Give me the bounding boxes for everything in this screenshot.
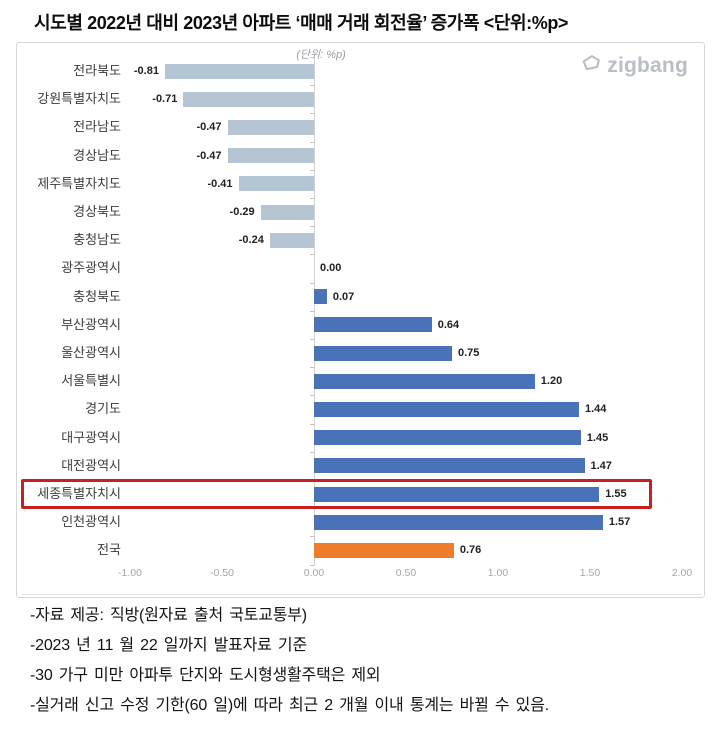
value-label: 0.75: [458, 347, 480, 359]
axis-tick-mark: [310, 113, 315, 115]
axis-tick-mark: [310, 564, 315, 566]
x-axis-tick-label: -1.00: [118, 567, 142, 579]
category-label: 충청북도: [73, 288, 121, 304]
category-label: 부산광역시: [61, 316, 121, 332]
category-label: 광주광역시: [61, 260, 121, 276]
category-label: 경기도: [85, 401, 121, 417]
bar: [227, 120, 314, 135]
axis-tick-mark: [310, 254, 315, 256]
value-label: -0.41: [207, 177, 233, 190]
category-label: 경상북도: [73, 204, 121, 219]
category-label: 대구광역시: [61, 429, 121, 445]
value-label: -0.47: [196, 121, 222, 134]
value-label: -0.24: [238, 234, 264, 247]
bar: [227, 148, 314, 164]
category-label: 전국: [97, 542, 121, 558]
value-label: 1.55: [605, 488, 627, 500]
category-label: 울산광역시: [61, 345, 121, 360]
category-label: 제주특별자치도: [37, 175, 121, 191]
axis-tick-mark: [310, 339, 315, 340]
category-label: 서울특별시: [61, 373, 121, 389]
value-label: -0.29: [229, 206, 255, 218]
bar: [314, 317, 432, 333]
axis-line: [22, 594, 701, 595]
axis-tick-mark: [310, 141, 315, 143]
category-label: 전라남도: [73, 119, 121, 135]
axis-tick-mark: [310, 395, 315, 397]
value-label: 1.45: [586, 431, 609, 444]
bar: [314, 373, 535, 389]
value-label: -0.81: [133, 65, 159, 77]
value-label: 0.76: [459, 544, 482, 557]
value-label: 1.57: [608, 516, 631, 529]
axis-tick-mark: [310, 367, 315, 369]
bar-chart: 전라북도 -0.81 강원특별자치도 -0.71 전라남도 -0.47 경상남도 -0.47 제…: [17, 43, 704, 597]
axis-tick-mark: [310, 480, 315, 481]
value-label: 0.64: [437, 318, 460, 331]
axis-tick-mark: [310, 169, 315, 171]
category-label: 경상남도: [73, 147, 121, 163]
bar: [314, 430, 581, 446]
zigbang-icon: [580, 52, 602, 79]
value-label: 0.00: [320, 262, 342, 275]
category-label: 세종특별자치시: [37, 486, 121, 501]
axis-tick-mark: [310, 226, 315, 228]
value-label: 1.44: [584, 403, 607, 416]
bar: [314, 345, 452, 361]
bar: [314, 289, 327, 305]
value-label: -0.47: [196, 149, 222, 162]
x-axis-tick-label: 2.00: [671, 567, 693, 579]
axis-tick-mark: [310, 85, 315, 87]
x-axis-tick-label: 0.00: [303, 567, 325, 579]
category-label: 강원특별자치도: [37, 91, 121, 107]
value-label: 1.47: [590, 459, 612, 472]
value-label: -0.71: [152, 93, 178, 106]
bar: [260, 204, 314, 220]
x-axis-tick-label: 1.00: [487, 567, 509, 579]
axis-tick-mark: [310, 57, 315, 58]
footnote-line: -2023 년 11 월 22 일까지 발표자료 기준: [30, 637, 307, 654]
chart-card: (단위: %p) zigbang 전라북도 -0.81 강원특별자치도 -0.71 전라…: [16, 42, 705, 598]
bar: [269, 232, 314, 248]
axis-tick-mark: [310, 310, 315, 312]
zigbang-wordmark: zigbang: [607, 54, 688, 77]
axis-tick-mark: [310, 282, 315, 284]
footnote-line: -30 가구 미만 아파투 단지와 도시형생활주택은 제외: [30, 667, 381, 684]
axis-tick-mark: [310, 536, 315, 538]
value-label: 1.20: [540, 375, 563, 388]
page-title: 시도별 2022년 대비 2023년 아파트 ‘매매 거래 회전율’ 증가폭 <…: [34, 13, 569, 33]
value-label: 0.07: [332, 290, 355, 303]
zigbang-logo: zigbang: [580, 52, 688, 79]
bar: [183, 91, 314, 107]
bar: [165, 63, 314, 79]
category-label: 인천광역시: [61, 514, 121, 530]
axis-tick-mark: [310, 198, 315, 199]
axis-tick-mark: [310, 451, 315, 453]
bar: [314, 543, 454, 558]
bar: [314, 486, 600, 502]
unit-note: (단위: %p): [296, 49, 346, 61]
bar: [314, 514, 603, 530]
bar: [314, 458, 585, 474]
x-axis-tick-label: 0.50: [395, 567, 417, 579]
x-axis-tick-label: 1.50: [579, 567, 601, 579]
x-axis-tick-label: -0.50: [210, 567, 234, 579]
footnote-line: -실거래 신고 수정 기한(60 일)에 따라 최근 2 개월 이내 통계는 바…: [30, 697, 549, 714]
category-label: 충청남도: [73, 232, 121, 248]
category-label: 전라북도: [73, 63, 121, 78]
footnote-line: -자료 제공: 직방(원자료 출처 국토교통부): [30, 607, 307, 624]
bar: [314, 402, 579, 417]
axis-tick-mark: [310, 508, 315, 510]
bar: [238, 176, 314, 192]
footnotes: -자료 제공: 직방(원자료 출처 국토교통부) -2023 년 11 월 22…: [30, 601, 549, 721]
axis-tick-mark: [310, 423, 315, 425]
category-label: 대전광역시: [61, 457, 121, 473]
